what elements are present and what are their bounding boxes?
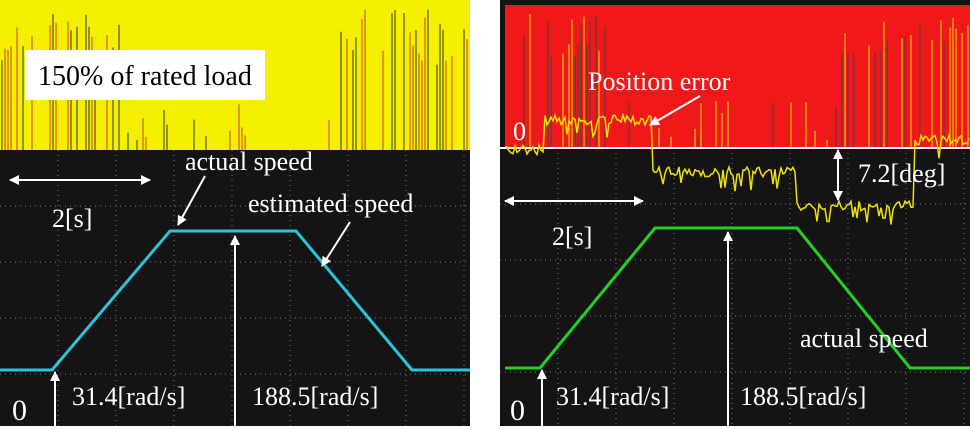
zero-error-label: 0	[513, 117, 526, 146]
actual-speed-label: actual speed	[800, 324, 928, 353]
page: 150% of rated load 2[s] actual speed est…	[0, 0, 970, 430]
error-label: 7.2[deg]	[858, 159, 945, 188]
high-speed-label: 188.5[rad/s]	[252, 382, 378, 411]
estimated-speed-label: estimated speed	[248, 189, 413, 218]
low-speed-label: 31.4[rad/s]	[556, 382, 669, 411]
load-label: 150% of rated load	[38, 61, 252, 92]
scope-figure: 150% of rated load 2[s] actual speed est…	[0, 0, 970, 430]
zero-label: 0	[12, 394, 27, 427]
low-speed-label: 31.4[rad/s]	[72, 382, 185, 411]
high-speed-label: 188.5[rad/s]	[740, 382, 866, 411]
time-label: 2[s]	[552, 222, 592, 251]
zero-speed-label: 0	[510, 394, 525, 427]
actual-speed-label: actual speed	[185, 147, 313, 176]
time-label: 2[s]	[52, 204, 92, 233]
position-error-label: Position error	[588, 67, 731, 96]
